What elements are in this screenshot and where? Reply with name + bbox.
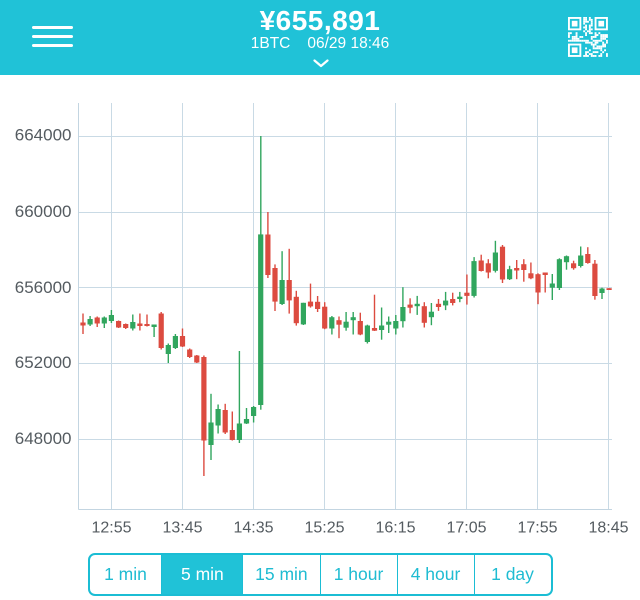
svg-text:648000: 648000	[15, 429, 72, 448]
svg-text:660000: 660000	[15, 202, 72, 221]
svg-text:14:35: 14:35	[233, 520, 273, 537]
svg-text:13:45: 13:45	[162, 520, 202, 537]
svg-text:16:15: 16:15	[375, 520, 415, 537]
svg-text:15:25: 15:25	[304, 520, 344, 537]
svg-text:18:45: 18:45	[588, 520, 628, 537]
svg-text:656000: 656000	[15, 278, 72, 297]
svg-text:17:55: 17:55	[517, 520, 557, 537]
svg-text:664000: 664000	[15, 126, 72, 145]
svg-text:17:05: 17:05	[446, 520, 486, 537]
svg-text:652000: 652000	[15, 353, 72, 372]
svg-text:12:55: 12:55	[91, 520, 131, 537]
